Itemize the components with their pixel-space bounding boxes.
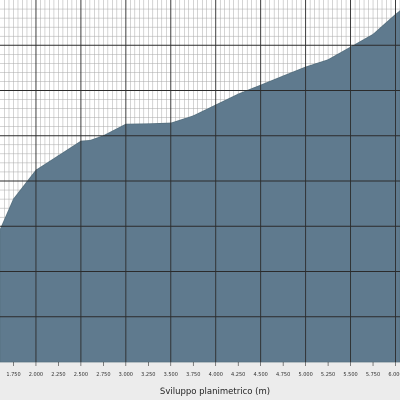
data-point (327, 59, 329, 61)
x-tick-labels: 1.750 2.000 2.250 2.500 2.750 3.000 3.250 3.500… (6, 362, 400, 378)
data-point (57, 155, 60, 157)
major-grid (0, 0, 400, 362)
x-tick-label: 4.750 (276, 372, 290, 378)
data-point (147, 123, 149, 125)
x-tick-label: 5.750 (366, 372, 380, 378)
data-point (89, 139, 91, 142)
x-tick-label: 2.000 (29, 372, 43, 378)
x-tick-label: 5.500 (343, 372, 357, 378)
x-tick-label: 2.250 (51, 372, 65, 378)
x-tick-label: 2.750 (96, 372, 110, 378)
data-point (237, 93, 239, 95)
x-axis-title: Sviluppo planimetrico (m) (160, 387, 270, 397)
x-tick-label: 1.750 (6, 372, 20, 378)
x-tick-label: 4.000 (209, 372, 223, 378)
x-tick-label: 4.500 (254, 372, 268, 378)
x-tick-label: 2.500 (74, 372, 88, 378)
x-tick-label: 6.000 (388, 372, 400, 378)
x-tick-label: 5.000 (298, 372, 312, 378)
data-point (372, 33, 374, 35)
x-tick-label: 3.750 (186, 372, 200, 378)
x-tick-label: 5.250 (321, 372, 335, 378)
x-tick-label: 4.250 (231, 372, 245, 378)
x-tick-label: 3.250 (141, 372, 155, 378)
data-point (282, 75, 284, 77)
x-tick-label: 3.000 (119, 372, 133, 378)
elevation-area (0, 10, 400, 363)
x-tick-label: 3.500 (164, 372, 178, 378)
data-point (12, 198, 15, 200)
data-point (192, 115, 194, 117)
data-point (0, 229, 1, 231)
